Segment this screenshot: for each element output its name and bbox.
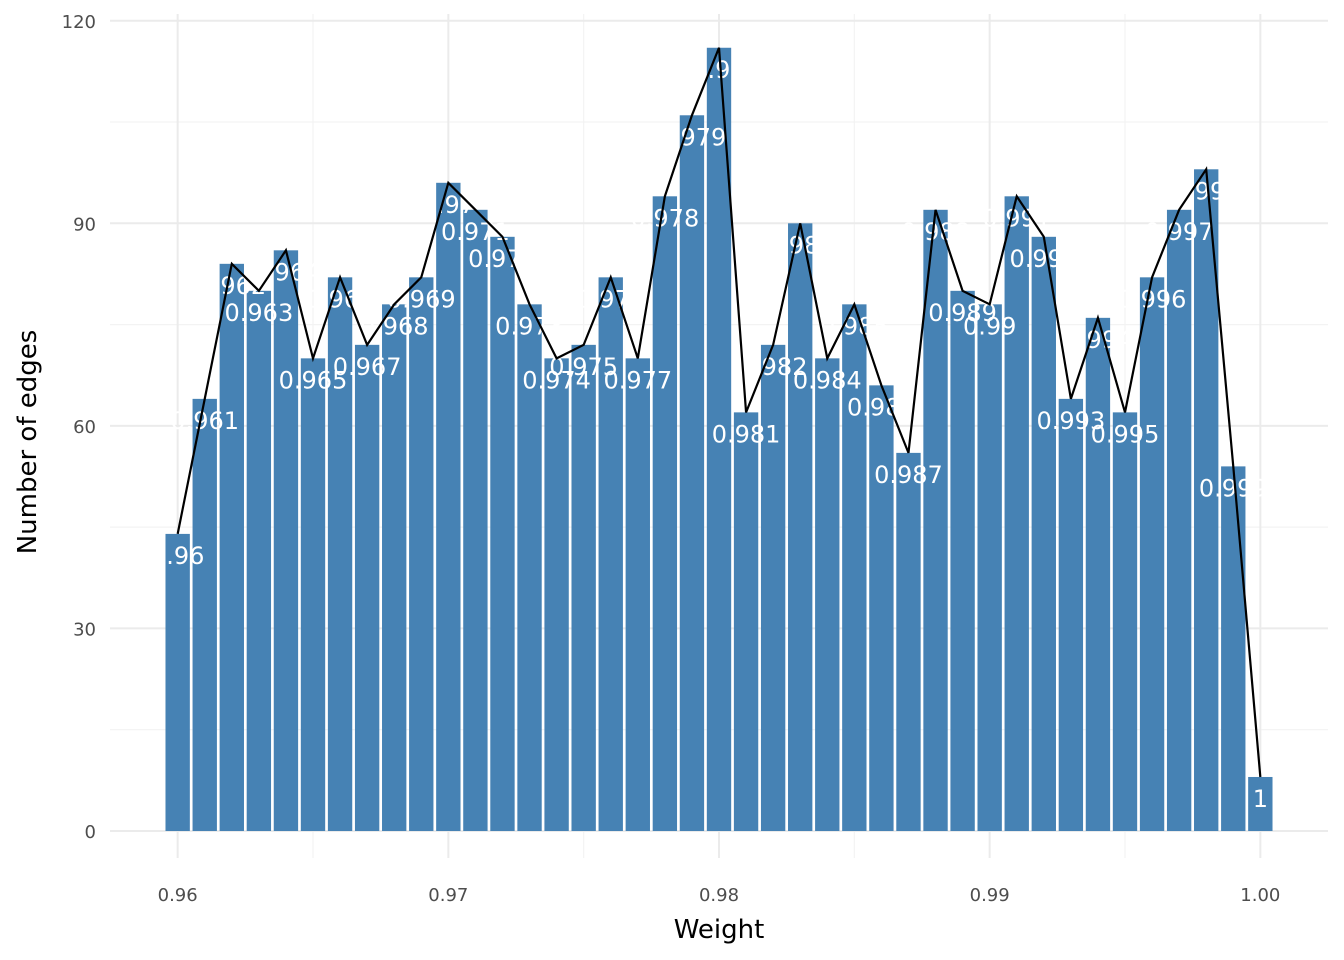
x-tick-label: 0.96 [158,885,198,906]
y-axis-ticks: 0 30 60 90 120 [62,12,96,843]
bar-label: 0.983 [766,231,835,259]
bar [1112,412,1138,831]
bar-label: 0.966 [306,285,375,313]
bar-label: 0.995 [1091,420,1160,448]
y-tick-label: 90 [73,214,96,235]
bar [490,236,515,831]
bar-label: 0.972 [468,245,537,273]
bar-label: 0.961 [170,407,239,435]
bar [1166,209,1192,831]
bar-label: 0.984 [793,366,862,394]
bar [1004,196,1029,831]
bar-label: 0.988 [901,218,970,246]
bar [896,452,921,831]
bar [409,277,434,831]
x-axis-title: Weight [674,915,765,945]
bar-label: 0.987 [874,461,943,489]
bar-label: 0.971 [441,218,510,246]
bar-label: 0.991 [982,204,1051,232]
bar [327,277,353,831]
bars [165,47,1273,831]
bar-label: 0.994 [1064,326,1133,354]
bar [219,263,244,831]
bar-label: 1 [1253,785,1268,813]
bar-label: 0.977 [603,366,672,394]
bar-label: 0.985 [820,312,889,340]
y-tick-label: 60 [73,417,96,438]
bar [571,344,596,831]
y-tick-label: 30 [73,619,96,640]
bar-label: 0.97 [422,191,475,219]
bar-label: 0.989 [928,299,997,327]
bar [733,412,759,831]
bar-label: 0.969 [387,285,456,313]
bar-labels: 0.960.9610.9620.9630.9640.9650.9660.9670… [151,56,1268,813]
bar [706,47,732,831]
x-axis-ticks: 0.96 0.97 0.98 0.99 1.00 [158,885,1281,906]
bar [923,209,948,831]
bar-label: 0.99 [963,312,1016,340]
bar-label: 0.998 [1172,177,1241,205]
bar [1031,236,1056,831]
bar [544,358,569,831]
x-tick-label: 1.00 [1240,885,1280,906]
bar [652,196,678,831]
bar-label: 0.974 [522,366,591,394]
bar-label: 0.975 [549,353,618,381]
bar [1058,398,1084,831]
bar-label: 0.982 [739,353,808,381]
bar [382,304,407,831]
bar-label: 0.981 [712,420,781,448]
bar [788,223,813,831]
bar [300,358,326,831]
bar-label: 0.999 [1199,474,1268,502]
bar [950,290,975,831]
count-line [176,47,1262,778]
bar [1194,169,1219,831]
bar [463,209,488,831]
x-tick-label: 0.97 [428,885,468,906]
bar [760,344,786,831]
bar-label: 0.976 [576,285,645,313]
bar-label: 0.965 [279,366,348,394]
bar [679,115,705,831]
bar-label: 0.992 [1009,245,1078,273]
y-axis-title: Number of edges [13,330,43,555]
y-tick-label: 0 [85,822,96,843]
bar [273,250,299,831]
bar [1248,776,1273,831]
bar-label: 0.996 [1118,285,1187,313]
bar [246,290,272,831]
bar-label: 0.967 [333,353,402,381]
bar [1139,277,1165,831]
bar [842,304,867,831]
bar [1085,317,1111,831]
bar [1221,466,1246,831]
bar-label: 0.979 [658,123,727,151]
x-tick-label: 0.99 [970,885,1010,906]
bar [598,277,623,831]
bar [869,385,894,831]
bar-label: 0.986 [847,393,916,421]
x-tick-label: 0.98 [699,885,739,906]
bar [977,304,1002,831]
bar-label: 0.964 [252,258,321,286]
bar [436,182,461,831]
bar [192,398,217,831]
bar [165,533,190,831]
y-tick-label: 120 [62,12,96,33]
bar-label: 0.973 [495,312,564,340]
bar-label: 0.997 [1145,218,1214,246]
bar-label: 0.978 [631,204,700,232]
bar-label: 0.963 [225,299,294,327]
bar-label: 0.96 [151,542,204,570]
bar [815,358,840,831]
bar [517,304,542,831]
bar [625,358,650,831]
bar-label: 0.993 [1037,407,1106,435]
bar [354,344,380,831]
bar-label: 0.968 [360,312,429,340]
